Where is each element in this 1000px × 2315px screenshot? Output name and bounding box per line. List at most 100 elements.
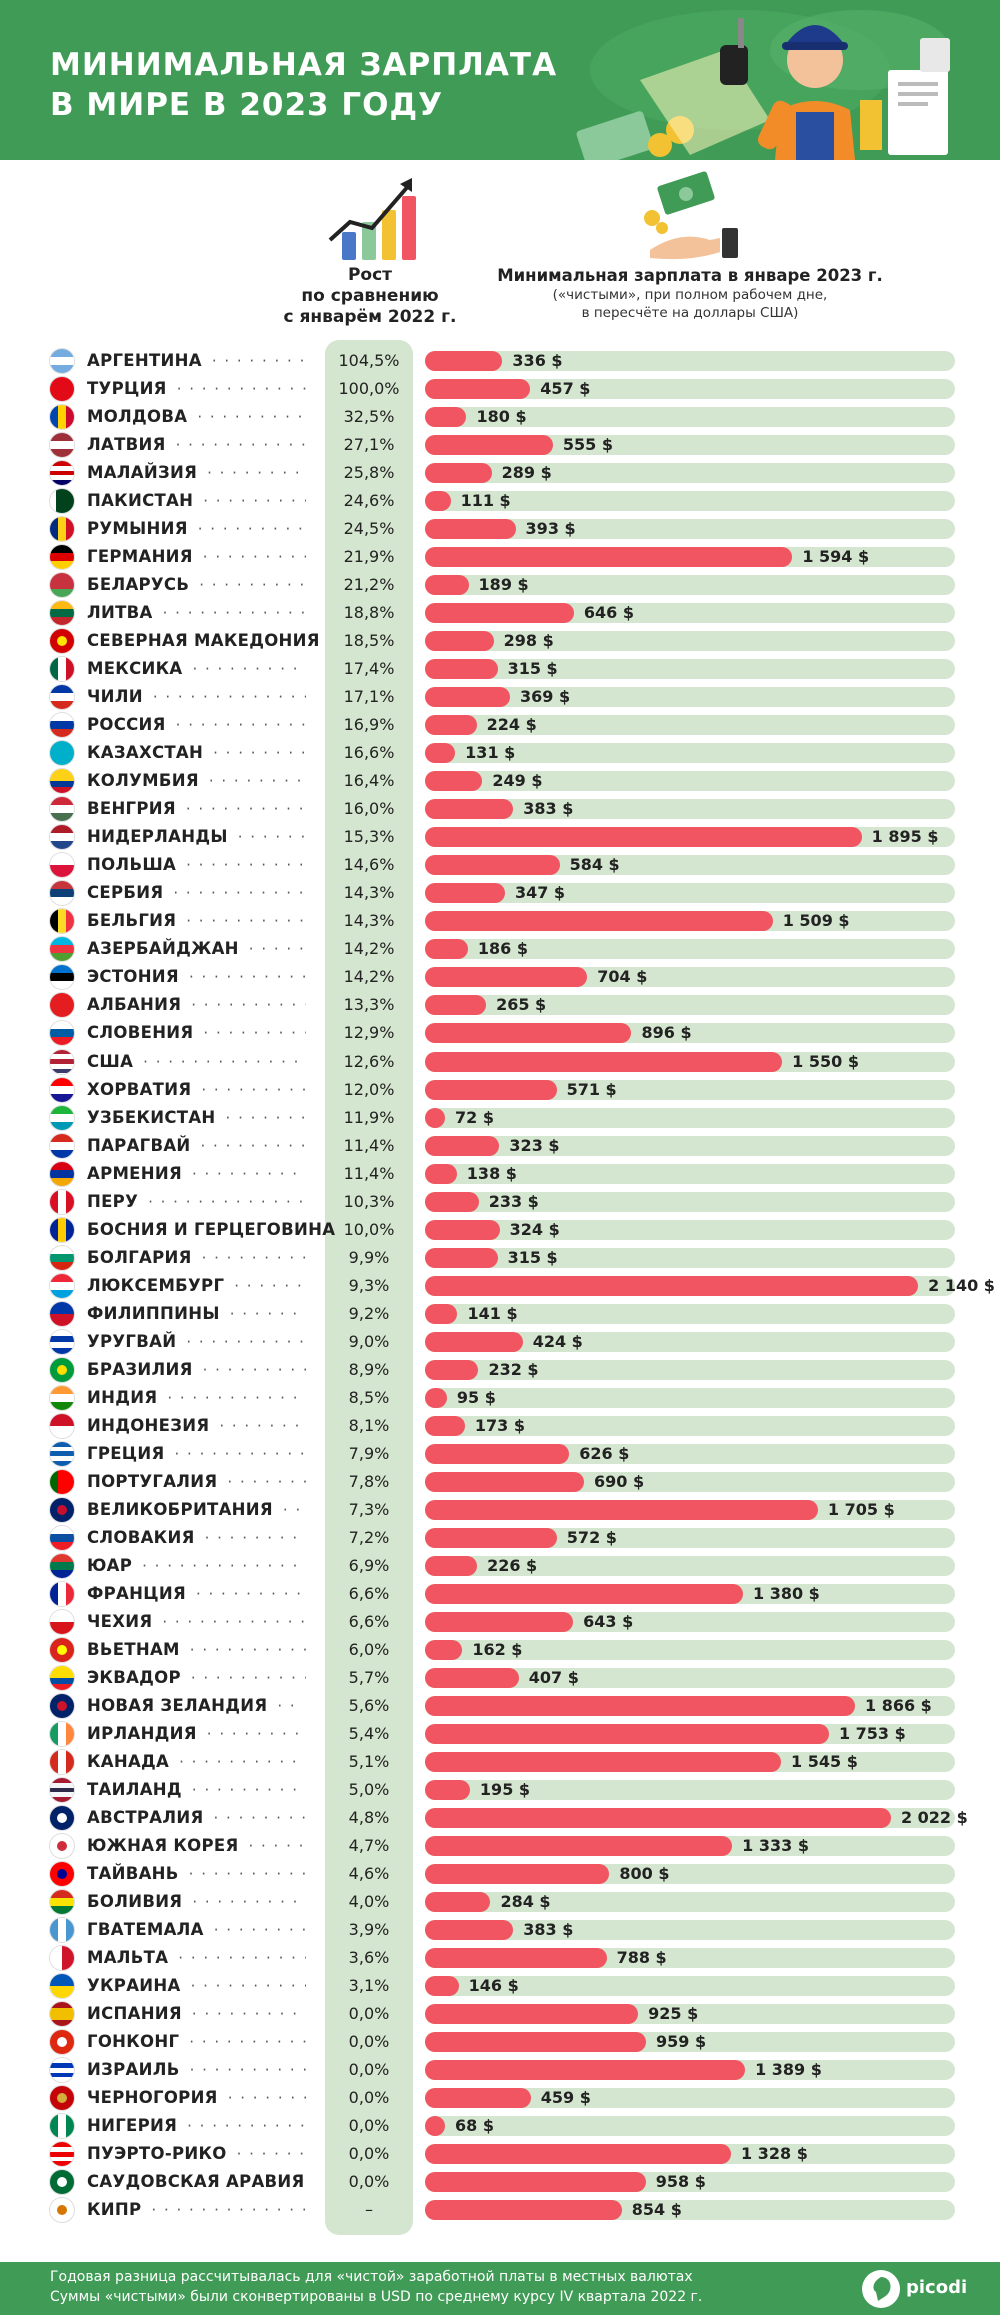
growth-value: 11,9% xyxy=(343,1107,395,1127)
leader-dots: · · · · · · · · · · · xyxy=(189,2033,306,2052)
country-name: ИРЛАНДИЯ xyxy=(87,1723,197,1743)
wage-label: 584 $ xyxy=(569,855,620,875)
wage-legend-sub-1: («чистыми», при полном рабочем дне, xyxy=(552,287,828,303)
growth-value: 0,0% xyxy=(348,2088,390,2108)
flag-icon xyxy=(50,405,74,430)
title-line-1: МИНИМАЛЬНАЯ ЗАРПЛАТА xyxy=(50,47,558,83)
wage-label: 180 $ xyxy=(476,407,527,427)
wage-label: 2 140 $ xyxy=(928,1275,995,1295)
country-name: БЕЛАРУСЬ xyxy=(87,575,190,595)
country-name: ПОЛЬША xyxy=(87,855,177,875)
leader-dots: · · · · · · · xyxy=(229,1304,306,1323)
wage-bar xyxy=(425,1135,500,1156)
country-name: УЗБЕКИСТАН xyxy=(87,1107,216,1127)
country-name: АВСТРАЛИЯ xyxy=(87,1808,204,1828)
leader-dots: · · · · · · · · · · · · · xyxy=(167,1388,306,1407)
country-name: МАЛАЙЗИЯ xyxy=(87,463,198,483)
growth-value: 12,0% xyxy=(343,1079,395,1099)
country-name: СЛОВАКИЯ xyxy=(87,1527,195,1547)
growth-value: 11,4% xyxy=(343,1163,395,1183)
leader-dots: · · · · · · · · · · · · xyxy=(175,436,306,455)
growth-value: 6,6% xyxy=(348,1583,390,1603)
wage-label: 788 $ xyxy=(616,1948,667,1968)
table-row: ВЕЛИКОБРИТАНИЯ · · 7,3% 1 705 $ xyxy=(0,1494,1000,1522)
growth-value: 25,8% xyxy=(343,463,395,483)
wage-bar xyxy=(425,1359,479,1380)
table-row: ЛЮКСЕМБУРГ · · · · · · 9,3% 2 140 $ xyxy=(0,1270,1000,1298)
wage-bar xyxy=(425,1836,733,1857)
country-name: СЛОВЕНИЯ xyxy=(87,1023,194,1043)
wage-label: 186 $ xyxy=(477,939,528,959)
title-line-2: В МИРЕ В 2023 ГОДУ xyxy=(50,87,444,123)
leader-dots: · · · · · · · · · · · · · · xyxy=(152,688,306,707)
flag-icon xyxy=(50,1497,74,1522)
country-name: НИДЕРЛАНДЫ xyxy=(87,827,228,847)
country-name: ЧИЛИ xyxy=(87,687,143,707)
leader-dots: · · · · · · · · · · · xyxy=(188,1865,306,1884)
leader-dots: · · · · · · xyxy=(237,828,306,847)
growth-value: 5,6% xyxy=(348,1695,390,1715)
flag-icon xyxy=(50,1217,74,1242)
wage-bar xyxy=(425,995,487,1016)
wage-label: 626 $ xyxy=(579,1443,630,1463)
growth-value: 14,6% xyxy=(343,855,395,875)
growth-value: 9,3% xyxy=(348,1275,390,1295)
table-row: ФИЛИППИНЫ · · · · · · · 9,2% 141 $ xyxy=(0,1298,1000,1326)
table-row: АРГЕНТИНА · · · · · · · · 104,5% 336 $ xyxy=(0,345,1000,373)
wage-bar xyxy=(425,1107,445,1128)
wage-label: 189 $ xyxy=(478,575,529,595)
wage-label: 646 $ xyxy=(583,603,634,623)
leader-dots: · · · · · · · · · xyxy=(202,1360,306,1379)
table-row: ГОНКОНГ · · · · · · · · · · · 0,0% 959 $ xyxy=(0,2026,1000,2055)
growth-value: 0,0% xyxy=(348,2144,390,2164)
table-row: ИНДИЯ · · · · · · · · · · · · · 8,5% 95 $ xyxy=(0,1382,1000,1410)
table-row: ИЗРАИЛЬ · · · · · · · · · · · 0,0% 1 389 $ xyxy=(0,2054,1000,2083)
wage-bar xyxy=(425,2116,445,2137)
wage-label: 224 $ xyxy=(486,715,537,735)
wage-bar xyxy=(425,2144,732,2165)
wage-bar xyxy=(425,407,467,428)
bar-track xyxy=(425,799,955,820)
table-row: КАЗАХСТАН · · · · · · · · 16,6% 131 $ xyxy=(0,737,1000,766)
leader-dots: · · · · · · · · · · · · · xyxy=(162,604,306,623)
country-name: ЛЮКСЕМБУРГ xyxy=(87,1275,225,1295)
bar-track xyxy=(425,379,955,400)
wage-bar xyxy=(425,2200,622,2221)
flag-icon xyxy=(50,433,74,458)
leader-dots: · · · · · · · · · · xyxy=(195,1584,306,1603)
wage-label: 1 509 $ xyxy=(782,911,850,931)
wage-bar xyxy=(425,967,588,988)
picodi-logo-icon xyxy=(862,2270,900,2308)
wage-bar xyxy=(425,687,511,708)
flag-icon xyxy=(50,1245,74,1270)
flag-icon xyxy=(50,2002,74,2027)
country-name: АЗЕРБАЙДЖАН xyxy=(87,939,239,959)
table-row: НИДЕРЛАНДЫ · · · · · · 15,3% 1 895 $ xyxy=(0,821,1000,850)
flag-icon xyxy=(50,909,74,934)
leader-dots: · · · · · · · · · · · xyxy=(185,800,306,819)
growth-value: 5,4% xyxy=(348,1723,390,1743)
leader-dots: · · · · · · · · · · · xyxy=(189,2061,306,2080)
table-row: МОЛДОВА · · · · · · · · · · 32,5% 180 $ xyxy=(0,401,1000,430)
flag-icon xyxy=(50,573,74,598)
money-hand-icon xyxy=(644,171,738,260)
leader-dots: · · · · · · · · · · xyxy=(190,1668,306,1687)
table-row: ПОЛЬША · · · · · · · · · · · 14,6% 584 $ xyxy=(0,849,1000,878)
wage-label: 284 $ xyxy=(500,1892,551,1912)
wage-bar xyxy=(425,1499,818,1520)
bar-track xyxy=(425,743,955,764)
country-name: РУМЫНИЯ xyxy=(87,519,188,539)
flag-icon xyxy=(50,1637,74,1662)
country-name: АРМЕНИЯ xyxy=(87,1163,182,1183)
growth-legend: Рост по сравнению с январём 2022 г. xyxy=(280,170,460,328)
wage-label: 958 $ xyxy=(655,2172,706,2192)
wage-label: 336 $ xyxy=(512,351,563,370)
table-row: БРАЗИЛИЯ · · · · · · · · · 8,9% 232 $ xyxy=(0,1354,1000,1382)
flag-icon xyxy=(50,1273,74,1298)
bar-track xyxy=(425,1219,955,1240)
growth-value: 3,9% xyxy=(348,1920,390,1940)
table-row: МЕКСИКА · · · · · · · · · · 17,4% 315 $ xyxy=(0,653,1000,682)
flag-icon xyxy=(50,713,74,738)
footer-banner: Годовая разница рассчитывалась для «чист… xyxy=(0,2262,1000,2315)
leader-dots: · · · · · · · · · · xyxy=(191,1164,306,1183)
